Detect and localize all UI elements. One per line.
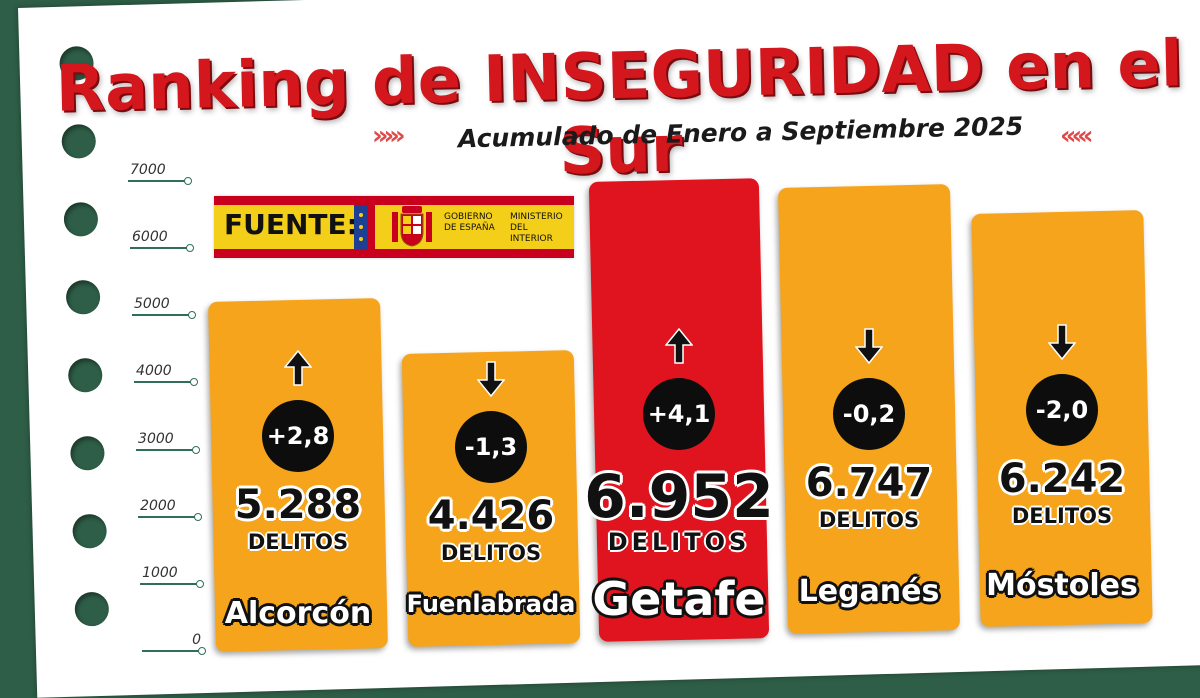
source-banner: FUENTE: GOBIERNO DE ESPAÑA MINISTERIO DE…: [214, 196, 574, 258]
change-badge: -0,2: [833, 378, 905, 450]
arrow-down-icon: [477, 361, 505, 397]
change-badge: -2,0: [1026, 374, 1098, 446]
arrow-down-icon: [1048, 324, 1076, 360]
value-label: 4.426: [427, 493, 555, 539]
eu-flag-icon: [354, 205, 375, 249]
arrow-up-icon: [665, 328, 693, 364]
arrow-up-icon: [284, 350, 312, 386]
change-badge: -1,3: [455, 411, 527, 483]
value-label: 6.952: [584, 462, 774, 532]
change-badge: +4,1: [643, 378, 715, 450]
binder-hole: [65, 279, 101, 315]
chevrons-right-icon: › › › › ›: [372, 121, 406, 151]
category-label: Leganés: [798, 574, 940, 609]
gobierno-label: GOBIERNO DE ESPAÑA: [444, 212, 495, 233]
value-label: 5.288: [234, 482, 362, 528]
category-label: Alcorcón: [224, 596, 372, 631]
unit-label: DELITOS: [818, 508, 920, 532]
binder-hole: [72, 513, 108, 549]
source-label: FUENTE:: [224, 208, 358, 241]
binder-hole: [67, 357, 103, 393]
binder-hole: [69, 435, 105, 471]
category-label: Fuenlabrada: [406, 590, 576, 618]
chevrons-left-icon: ‹ ‹ ‹ ‹ ‹: [1060, 121, 1094, 151]
unit-label: DELITOS: [1011, 504, 1113, 528]
arrow-down-icon: [855, 328, 883, 364]
unit-label: DELITOS: [247, 530, 349, 554]
unit-label: DELITOS: [607, 528, 751, 556]
change-badge: +2,8: [262, 400, 334, 472]
category-label: Getafe: [592, 572, 766, 626]
binder-hole: [63, 201, 99, 237]
unit-label: DELITOS: [440, 541, 542, 565]
binder-hole: [74, 591, 110, 627]
ministerio-label: MINISTERIO DEL INTERIOR: [510, 212, 563, 244]
category-label: Móstoles: [986, 568, 1138, 603]
value-label: 6.242: [998, 456, 1126, 502]
value-label: 6.747: [805, 460, 933, 506]
spain-coat-of-arms-icon: [392, 206, 432, 247]
